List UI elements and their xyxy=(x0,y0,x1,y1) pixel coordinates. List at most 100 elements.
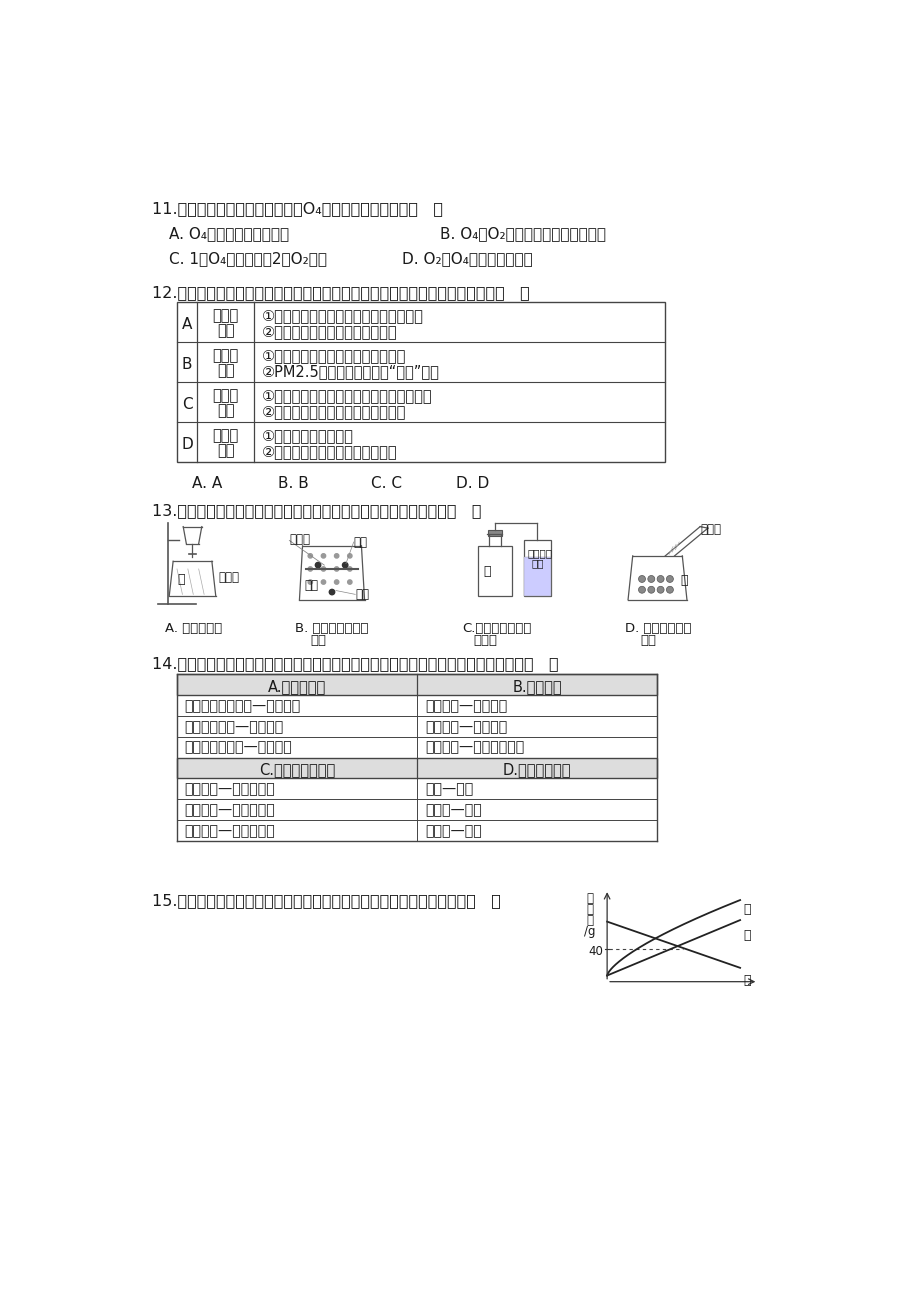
Text: A: A xyxy=(182,318,192,332)
Circle shape xyxy=(308,553,312,559)
Bar xyxy=(176,674,657,695)
Text: ①人体缺铁会引起贫血: ①人体缺铁会引起贫血 xyxy=(262,428,354,443)
Circle shape xyxy=(321,579,325,585)
Text: 的含量: 的含量 xyxy=(472,634,496,647)
Circle shape xyxy=(321,566,325,572)
Text: 14.下面是某同学用连线的方式对某一主题知识进行归纳的情况，其中有错误的一组是（   ）: 14.下面是某同学用连线的方式对某一主题知识进行归纳的情况，其中有错误的一组是（… xyxy=(152,656,558,671)
Circle shape xyxy=(347,553,352,559)
Text: D. 验证质量守恒: D. 验证质量守恒 xyxy=(624,622,691,635)
Text: C.元素与人体健康: C.元素与人体健康 xyxy=(259,762,335,777)
Text: 甲: 甲 xyxy=(743,904,750,917)
Text: C. C: C. C xyxy=(370,475,402,491)
Text: 溶液: 溶液 xyxy=(531,559,544,568)
Text: 锌: 锌 xyxy=(680,574,687,587)
Text: C: C xyxy=(182,397,192,413)
Circle shape xyxy=(665,586,673,594)
Text: D.物质的酸碱性: D.物质的酸碱性 xyxy=(503,762,571,777)
Text: 水: 水 xyxy=(176,573,185,586)
Text: 化学与: 化学与 xyxy=(212,428,239,443)
Circle shape xyxy=(335,553,338,559)
Circle shape xyxy=(315,562,321,568)
Text: 乙醇有可燃性—用做燃料: 乙醇有可燃性—用做燃料 xyxy=(185,720,284,734)
Text: 稀盐酸: 稀盐酸 xyxy=(699,523,720,535)
Text: 一氧化碳有还原性—冶炼金属: 一氧化碳有还原性—冶炼金属 xyxy=(185,699,301,713)
Text: 40: 40 xyxy=(588,945,603,958)
Text: 丙: 丙 xyxy=(743,974,750,987)
Text: 人体缺铁—易患贫血症: 人体缺铁—易患贫血症 xyxy=(185,783,275,797)
Text: 人体缺碘—甲状腺肿大: 人体缺碘—甲状腺肿大 xyxy=(185,824,275,837)
Text: 氢氧化钠: 氢氧化钠 xyxy=(527,548,551,559)
Text: 生活: 生活 xyxy=(217,323,234,339)
Circle shape xyxy=(335,579,338,585)
Text: 溶洞探险—须做灯火实验: 溶洞探险—须做灯火实验 xyxy=(425,741,524,755)
Text: 15.右下图是甲、乙、丙三种固体物质的溶解度曲线，下列说法错误的是（   ）: 15.右下图是甲、乙、丙三种固体物质的溶解度曲线，下列说法错误的是（ ） xyxy=(152,893,501,907)
Text: D: D xyxy=(181,437,193,452)
Text: A. O₄是一种新型的化合物: A. O₄是一种新型的化合物 xyxy=(169,227,289,241)
Text: 健康: 健康 xyxy=(217,444,234,458)
Text: ①使用化石燃料不会对环境产生影响: ①使用化石燃料不会对环境产生影响 xyxy=(262,348,406,363)
Circle shape xyxy=(638,575,645,582)
Text: 白磷: 白磷 xyxy=(353,536,368,549)
Circle shape xyxy=(308,566,312,572)
Text: 硫: 硫 xyxy=(482,565,490,578)
Circle shape xyxy=(638,586,645,594)
Bar xyxy=(524,557,550,596)
Text: 定律: 定律 xyxy=(640,634,656,647)
Text: /g: /g xyxy=(584,924,596,937)
Text: 条件: 条件 xyxy=(310,634,326,647)
Text: ①生活中常用加热煮沸的方法将硬水软化: ①生活中常用加热煮沸的方法将硬水软化 xyxy=(262,309,424,323)
Text: A. A: A. A xyxy=(192,475,222,491)
Text: 解: 解 xyxy=(586,904,593,917)
Text: 乙: 乙 xyxy=(743,930,750,943)
Circle shape xyxy=(647,575,654,582)
Circle shape xyxy=(308,579,312,585)
Text: 12.化学与人类的生活息息相关，下列对部分化学知识的归纳完全正确的一组是（   ）: 12.化学与人类的生活息息相关，下列对部分化学知识的归纳完全正确的一组是（ ） xyxy=(152,285,529,299)
Text: 溶: 溶 xyxy=(586,892,593,905)
Text: D. O₂与O₄的性质一定相同: D. O₂与O₄的性质一定相同 xyxy=(402,251,532,266)
Circle shape xyxy=(647,586,654,594)
Text: 雨水—酸性: 雨水—酸性 xyxy=(425,783,472,797)
Bar xyxy=(176,758,657,779)
Text: ②在室内放一盆水，可防止煤气中毒: ②在室内放一盆水，可防止煤气中毒 xyxy=(262,404,406,419)
Circle shape xyxy=(342,562,347,568)
Text: 薄铜片: 薄铜片 xyxy=(289,533,310,546)
Text: D. D: D. D xyxy=(456,475,489,491)
Circle shape xyxy=(321,553,325,559)
Text: 安全: 安全 xyxy=(217,404,234,418)
Text: A.性质与用途: A.性质与用途 xyxy=(267,680,326,694)
Text: 11.科学家已研制出新型的氧分子O₄，对其说法正确的是（   ）: 11.科学家已研制出新型的氧分子O₄，对其说法正确的是（ ） xyxy=(152,201,443,216)
Circle shape xyxy=(347,579,352,585)
Text: C.测定空气中氧气: C.测定空气中氧气 xyxy=(461,622,531,635)
Bar xyxy=(524,540,550,596)
Text: B. O₄和O₂都是由氧元素组成的单质: B. O₄和O₂都是由氧元素组成的单质 xyxy=(440,227,606,241)
Text: B: B xyxy=(182,357,192,372)
Text: B.安全常识: B.安全常识 xyxy=(512,680,562,694)
Text: 环境: 环境 xyxy=(217,363,234,379)
Circle shape xyxy=(665,575,673,582)
Text: 开水: 开水 xyxy=(304,579,318,592)
Circle shape xyxy=(656,575,664,582)
Text: 化学与: 化学与 xyxy=(212,388,239,404)
Text: 煤气泄露—严禁火种: 煤气泄露—严禁火种 xyxy=(425,720,506,734)
Text: B. 探究燃烧的三个: B. 探究燃烧的三个 xyxy=(294,622,368,635)
Text: 13.下图是某兴趣小组设计的四个实验装置，其中实验能够成功的是（   ）: 13.下图是某兴趣小组设计的四个实验装置，其中实验能够成功的是（ ） xyxy=(152,504,482,518)
Text: 化学与: 化学与 xyxy=(212,309,239,323)
Bar xyxy=(176,302,664,462)
Text: ②PM2.5是造成灰霾天气的“元凶”之一: ②PM2.5是造成灰霾天气的“元凶”之一 xyxy=(262,365,439,379)
Text: A. 稀释浓硫酸: A. 稀释浓硫酸 xyxy=(165,622,222,635)
Circle shape xyxy=(656,586,664,594)
Bar xyxy=(477,546,511,596)
Bar xyxy=(487,530,501,536)
Text: 度: 度 xyxy=(586,914,593,927)
Text: B. B: B. B xyxy=(278,475,308,491)
Circle shape xyxy=(347,566,352,572)
Text: ②用燃烧的方法可区分羊毛和涤纶: ②用燃烧的方法可区分羊毛和涤纶 xyxy=(262,324,397,339)
Text: 油锅着火—用水浇灭: 油锅着火—用水浇灭 xyxy=(425,699,506,713)
Text: ①图书、档案着火，要用水基型灭火器灭火: ①图书、档案着火，要用水基型灭火器灭火 xyxy=(262,388,433,404)
Text: 浓硫酸: 浓硫酸 xyxy=(218,572,239,585)
Text: 人体缺钙—易患佝偻病: 人体缺钙—易患佝偻病 xyxy=(185,803,275,818)
Text: C. 1个O₄分子中含有2个O₂分子: C. 1个O₄分子中含有2个O₂分子 xyxy=(169,251,327,266)
Text: 蒸馏水—中性: 蒸馏水—中性 xyxy=(425,824,482,837)
Circle shape xyxy=(335,566,338,572)
Text: ②用甲醛的水溶液浸泡海产品保鲜: ②用甲醛的水溶液浸泡海产品保鲜 xyxy=(262,444,397,460)
